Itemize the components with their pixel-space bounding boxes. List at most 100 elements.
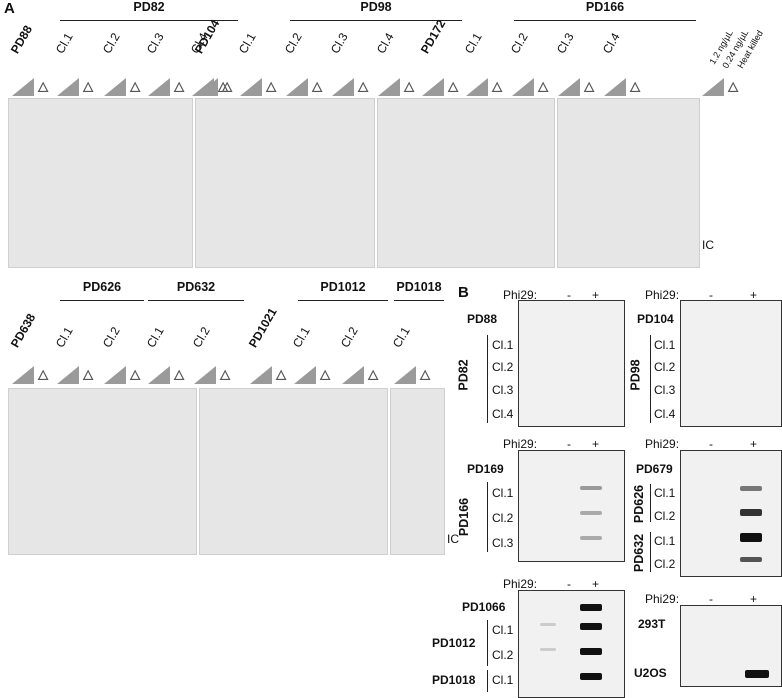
blot4-group1-label: PD626 xyxy=(632,484,647,524)
phi29-minus-3: - xyxy=(567,437,571,451)
concentration-triangle-icon xyxy=(57,78,79,96)
blot2-top-label: PD104 xyxy=(637,312,674,326)
panel-letter-a: A xyxy=(4,0,15,17)
blot-4 xyxy=(680,450,782,577)
sample-label: Cl.2 xyxy=(99,324,123,350)
blot4-clone1-2: Cl.2 xyxy=(654,509,676,523)
concentration-triangle-icon xyxy=(558,78,580,96)
group-line-pd632 xyxy=(148,300,244,301)
group-label-pd1012: PD1012 xyxy=(320,280,366,294)
phi29-label-1: Phi29: xyxy=(503,288,538,302)
gel-top-1 xyxy=(8,98,193,268)
phi29-plus-3: + xyxy=(592,437,600,451)
blot5-group1-label: PD1012 xyxy=(432,636,476,650)
sample-label: Cl.1 xyxy=(461,30,485,56)
heat-killed-flame-icon: 🜂 xyxy=(275,367,288,383)
sample-label: Cl.1 xyxy=(143,324,167,350)
panel-letter-b: B xyxy=(458,284,469,301)
blot-2 xyxy=(680,300,782,427)
blot4-bracket-1 xyxy=(650,484,651,522)
blot4-clone2-2: Cl.2 xyxy=(654,557,676,571)
blot3-clone-3: Cl.3 xyxy=(492,536,514,550)
phi29-plus-1: + xyxy=(592,288,600,302)
dna-band xyxy=(580,623,602,630)
group-label-pd166: PD166 xyxy=(585,0,625,14)
blot5-clone1-2: Cl.2 xyxy=(492,648,514,662)
sample-label: Cl.1 xyxy=(235,30,259,56)
sample-label: Cl.1 xyxy=(389,324,413,350)
heat-killed-flame-icon: 🜂 xyxy=(357,79,370,95)
dna-band xyxy=(580,536,602,540)
sample-label: Cl.2 xyxy=(507,30,531,56)
phi29-label-2: Phi29: xyxy=(645,288,680,302)
phi29-minus-1: - xyxy=(567,288,571,302)
sample-label: Cl.4 xyxy=(599,30,623,56)
dna-band xyxy=(580,673,602,680)
concentration-triangle-icon xyxy=(12,366,34,384)
blot2-clone-3: Cl.3 xyxy=(654,383,676,397)
blot-1 xyxy=(518,300,625,427)
dna-band xyxy=(580,648,602,655)
blot4-clone2-1: Cl.1 xyxy=(654,534,676,548)
heat-killed-flame-icon: 🜂 xyxy=(403,79,416,95)
phi29-minus-6: - xyxy=(709,592,713,606)
heat-killed-flame-icon: 🜂 xyxy=(447,79,460,95)
blot-5 xyxy=(518,590,625,698)
dna-band xyxy=(580,486,602,490)
blot1-clone-3: Cl.3 xyxy=(492,383,514,397)
dna-band xyxy=(740,533,762,542)
ic-label-bottom: IC xyxy=(447,532,459,546)
blot2-group-label: PD98 xyxy=(628,359,643,391)
ic-label-top: IC xyxy=(702,238,714,252)
blot3-clone-2: Cl.2 xyxy=(492,511,514,525)
group-line-pd98 xyxy=(290,20,462,21)
phi29-plus-4: + xyxy=(750,437,758,451)
dna-band xyxy=(740,509,762,516)
blot2-clone-4: Cl.4 xyxy=(654,407,676,421)
phi29-plus-6: + xyxy=(750,592,758,606)
blot5-group2-label: PD1018 xyxy=(432,673,476,687)
concentration-triangle-icon xyxy=(378,78,400,96)
concentration-triangle-icon xyxy=(148,78,170,96)
heat-killed-flame-icon: 🜂 xyxy=(129,367,142,383)
blot1-clone-1: Cl.1 xyxy=(492,338,514,352)
blot3-clone-1: Cl.1 xyxy=(492,486,514,500)
heat-killed-flame-icon: 🜂 xyxy=(37,367,50,383)
concentration-triangle-icon xyxy=(250,366,272,384)
key-flame-icon: 🜂 xyxy=(727,79,740,95)
sample-label: PD172 xyxy=(417,17,449,56)
group-line-pd626 xyxy=(60,300,144,301)
concentration-triangle-icon xyxy=(57,366,79,384)
sample-label: Cl.1 xyxy=(52,30,76,56)
concentration-triangle-icon xyxy=(604,78,626,96)
sample-label: PD638 xyxy=(7,311,39,350)
group-line-pd1012 xyxy=(298,300,388,301)
heat-killed-flame-icon: 🜂 xyxy=(219,367,232,383)
group-label-pd626: PD626 xyxy=(82,280,122,294)
blot5-bracket-1 xyxy=(487,620,488,666)
phi29-minus-2: - xyxy=(709,288,713,302)
blot-3 xyxy=(518,450,625,562)
blot3-bracket xyxy=(487,482,488,552)
concentration-triangle-icon xyxy=(512,78,534,96)
gel-top-2 xyxy=(195,98,375,268)
heat-killed-flame-icon: 🜂 xyxy=(173,367,186,383)
gel-top-4 xyxy=(557,98,700,268)
sample-label: Cl.1 xyxy=(52,324,76,350)
heat-killed-flame-icon: 🜂 xyxy=(537,79,550,95)
heat-killed-flame-icon: 🜂 xyxy=(491,79,504,95)
blot5-bracket-2 xyxy=(487,670,488,692)
phi29-label-5: Phi29: xyxy=(503,577,538,591)
group-label-pd98: PD98 xyxy=(360,0,392,14)
concentration-triangle-icon xyxy=(196,78,218,96)
heat-killed-flame-icon: 🜂 xyxy=(37,79,50,95)
sample-label: PD1021 xyxy=(245,305,280,350)
group-line-pd1018 xyxy=(394,300,444,301)
dna-band xyxy=(745,670,769,678)
blot1-bracket xyxy=(487,335,488,423)
blot6-row2-label: U2OS xyxy=(634,666,667,680)
group-line-pd166 xyxy=(514,20,696,21)
blot1-group-label: PD82 xyxy=(456,359,471,391)
heat-killed-flame-icon: 🜂 xyxy=(129,79,142,95)
blot4-top-label: PD679 xyxy=(636,462,673,476)
